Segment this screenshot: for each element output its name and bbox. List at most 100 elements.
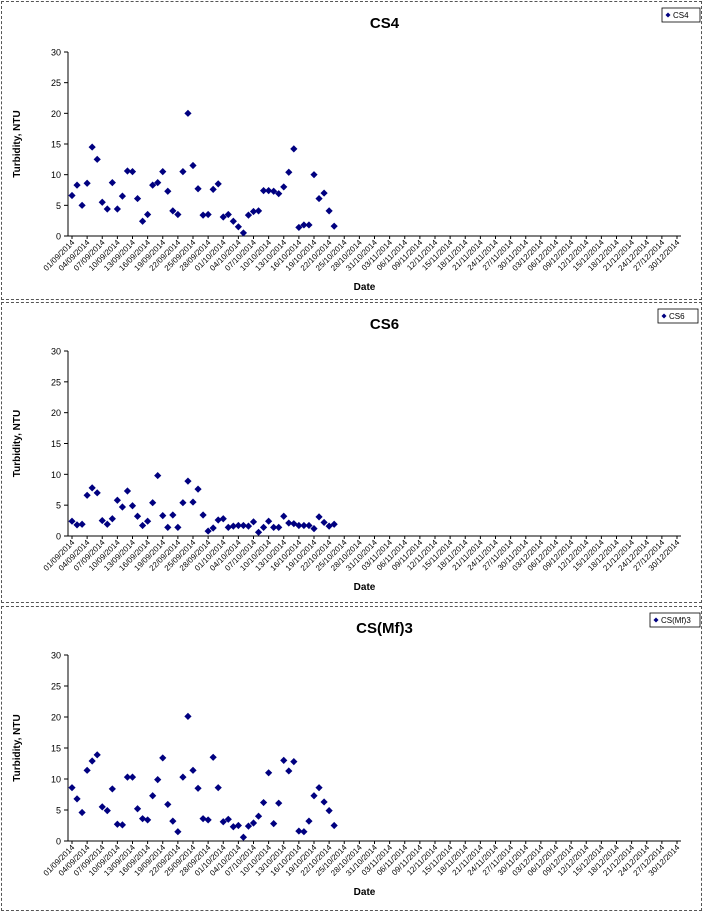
chart-title: CS4 <box>370 15 400 32</box>
data-point <box>133 805 142 813</box>
data-point <box>315 194 323 203</box>
data-point <box>234 521 242 530</box>
data-point <box>194 485 202 493</box>
legend-box <box>649 612 701 628</box>
data-point <box>179 773 187 781</box>
y-tick-label: 25 <box>51 78 61 88</box>
data-point <box>254 207 263 215</box>
legend-marker <box>661 313 667 319</box>
y-tick-label: 15 <box>51 439 61 449</box>
data-point <box>108 179 116 187</box>
data-point <box>305 221 313 229</box>
legend: CS6 <box>657 308 699 324</box>
data-point <box>103 807 111 815</box>
data-point <box>83 179 91 187</box>
data-point <box>184 477 192 485</box>
data-point <box>144 517 152 525</box>
data-point <box>229 217 237 225</box>
data-point <box>224 815 232 823</box>
data-point <box>310 792 318 800</box>
data-point <box>93 751 101 759</box>
legend-label: CS4 <box>673 11 689 20</box>
data-point <box>239 833 248 841</box>
data-point <box>300 221 308 229</box>
data-point <box>275 799 283 807</box>
data-point <box>159 754 167 762</box>
data-point <box>330 222 338 230</box>
data-point <box>194 784 202 792</box>
data-point <box>300 828 308 836</box>
data-point <box>103 520 111 528</box>
data-point <box>199 511 207 519</box>
y-tick-label: 20 <box>51 713 61 723</box>
y-tick-label: 25 <box>51 682 61 692</box>
data-point <box>149 499 157 507</box>
data-point <box>144 816 152 824</box>
data-point <box>138 815 147 823</box>
data-point <box>174 210 182 219</box>
data-point <box>229 823 237 831</box>
data-point <box>290 145 298 153</box>
x-axis-label: Date <box>354 887 376 898</box>
data-point <box>88 757 96 765</box>
data-point <box>249 518 258 526</box>
data-point <box>113 496 121 504</box>
data-point <box>184 109 192 117</box>
chart-csmf3: CS(Mf)305101520253001/09/201404/09/20140… <box>12 612 701 898</box>
y-tick-label: 30 <box>51 48 61 58</box>
legend-label: CS(Mf)3 <box>661 616 691 625</box>
data-point <box>118 503 127 511</box>
data-point <box>78 520 86 528</box>
data-point <box>68 784 76 792</box>
data-point <box>285 168 293 176</box>
data-point <box>275 523 283 531</box>
data-point <box>189 766 197 774</box>
data-point <box>270 820 278 828</box>
data-point <box>174 523 182 531</box>
data-point <box>320 518 328 527</box>
data-point <box>169 511 177 519</box>
data-point <box>280 183 288 191</box>
data-point <box>154 471 162 480</box>
data-point <box>164 187 172 195</box>
data-point <box>320 798 328 806</box>
data-point <box>159 512 167 520</box>
y-tick-label: 5 <box>56 806 61 816</box>
chart-panel-csmf3: CS(Mf)3 0 5 10 15 20 25 30 01/09/2014 04/09/2014 0… <box>1 606 702 911</box>
data-point <box>128 168 137 176</box>
y-tick-label: 15 <box>51 140 61 150</box>
y-axis-label: Turbidity, NTU <box>12 714 23 781</box>
data-point <box>239 229 248 237</box>
data-point <box>128 773 137 781</box>
data-point <box>254 528 263 536</box>
data-point <box>244 822 253 830</box>
legend-box <box>657 308 699 324</box>
data-point <box>123 487 132 495</box>
data-point <box>98 516 106 525</box>
data-point <box>93 155 101 163</box>
data-point <box>88 143 96 151</box>
data-point <box>164 800 172 809</box>
data-point <box>209 185 217 193</box>
data-point <box>259 798 268 807</box>
data-point <box>159 168 167 176</box>
y-tick-label: 25 <box>51 377 61 387</box>
data-point <box>234 223 242 231</box>
x-axis-label: Date <box>354 282 376 293</box>
data-point <box>164 523 172 531</box>
data-point <box>270 187 278 195</box>
chart-cs4: CS405101520253001/09/201404/09/201407/09… <box>12 7 701 293</box>
y-tick-label: 0 <box>56 532 61 542</box>
y-tick-label: 20 <box>51 109 61 119</box>
data-point <box>88 484 96 492</box>
y-tick-label: 0 <box>56 232 61 242</box>
data-point <box>315 513 323 521</box>
data-point <box>73 181 81 189</box>
data-point <box>138 521 147 530</box>
chart-title: CS6 <box>370 316 399 333</box>
data-point <box>199 815 207 823</box>
data-point <box>219 213 227 221</box>
data-point <box>118 192 127 200</box>
data-point <box>295 223 303 232</box>
x-axis-label: Date <box>354 582 376 593</box>
